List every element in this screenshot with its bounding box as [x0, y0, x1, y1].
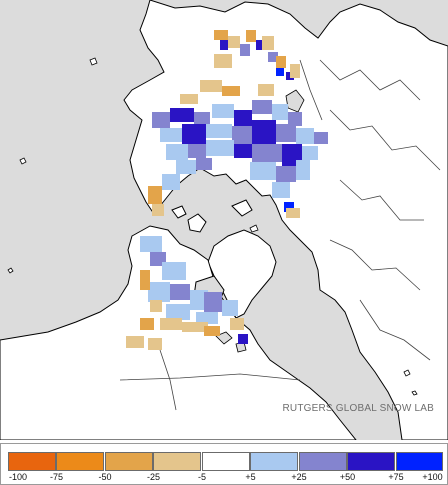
country-borders — [119, 59, 441, 411]
legend-tick-label: -25 — [146, 472, 161, 482]
legend-tick-label: -50 — [98, 472, 112, 482]
legend-swatch — [56, 452, 105, 471]
legend-swatch — [250, 452, 299, 471]
legend-tick-labels: -100 -75 -50 -25 -5 +5 +25 +50 +75 +100 — [1, 472, 447, 484]
legend-colorbar — [8, 452, 444, 471]
snow-anomaly-map: RUTGERS GLOBAL SNOW LAB — [0, 0, 448, 440]
legend-swatch — [395, 452, 444, 471]
eurasia-landmass — [123, 0, 448, 440]
legend-tick-label: +25 — [291, 472, 307, 482]
legend-swatch — [104, 452, 153, 471]
legend-swatch — [347, 452, 395, 471]
map-credit: RUTGERS GLOBAL SNOW LAB — [282, 403, 434, 414]
legend-tick-label: +50 — [339, 472, 356, 482]
legend: -100 -75 -50 -25 -5 +5 +25 +50 +75 +100 — [0, 443, 448, 485]
snow-anomaly-cells — [126, 30, 328, 350]
legend-tick-label: +75 — [388, 472, 404, 482]
small-islands — [7, 57, 418, 396]
north-america — [0, 225, 357, 440]
polar-projection-map — [0, 0, 448, 440]
legend-tick-label: +5 — [245, 472, 256, 482]
legend-swatch — [8, 452, 56, 471]
legend-swatch — [298, 452, 347, 471]
legend-tick-label: -5 — [197, 472, 207, 482]
legend-tick-label: -100 — [8, 472, 28, 482]
legend-swatch — [201, 452, 250, 471]
legend-tick-label: +100 — [422, 472, 443, 482]
arctic-islands — [171, 199, 253, 233]
legend-tick-label: -75 — [49, 472, 64, 482]
legend-swatch — [153, 452, 202, 471]
